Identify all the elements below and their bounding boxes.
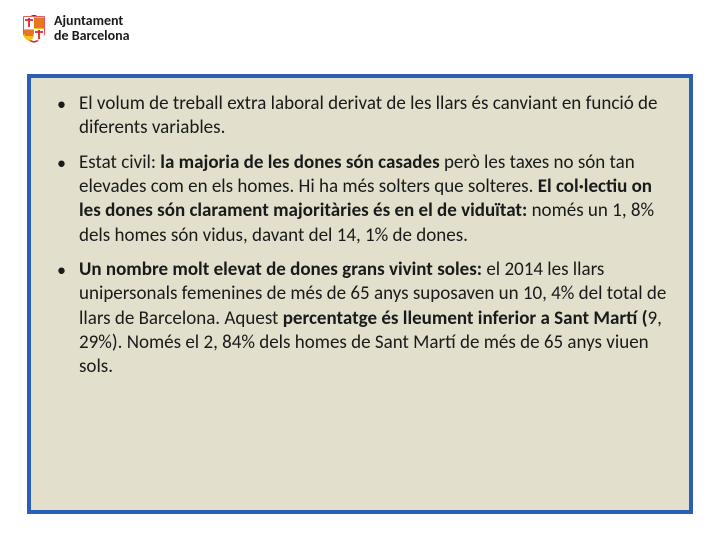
text-run: Un nombre molt elevat de dones grans viv… — [79, 258, 486, 281]
bullet-item: •Estat civil: la majoria de les dones só… — [51, 151, 669, 248]
barcelona-logo-icon — [22, 15, 46, 43]
org-name: Ajuntament de Barcelona — [54, 14, 130, 43]
content-box: •El volum de treball extra laboral deriv… — [27, 74, 693, 514]
bullet-dot-icon: • — [51, 92, 79, 141]
bullet-item: •El volum de treball extra laboral deriv… — [51, 92, 669, 141]
text-run: El volum de treball extra laboral deriva… — [79, 92, 658, 139]
org-line2: de Barcelona — [54, 29, 130, 44]
text-run: la majoria de les dones són casades — [160, 151, 444, 174]
bullet-text: Estat civil: la majoria de les dones són… — [79, 151, 669, 248]
bullet-text: Un nombre molt elevat de dones grans viv… — [79, 258, 669, 380]
bullet-dot-icon: • — [51, 151, 79, 248]
bullet-text: El volum de treball extra laboral deriva… — [79, 92, 669, 141]
text-run: percentatge és lleument inferior a Sant … — [283, 307, 648, 330]
bullet-dot-icon: • — [51, 258, 79, 380]
slide-header: Ajuntament de Barcelona — [22, 14, 130, 43]
text-run: Estat civil: — [79, 151, 160, 174]
bullet-item: •Un nombre molt elevat de dones grans vi… — [51, 258, 669, 380]
